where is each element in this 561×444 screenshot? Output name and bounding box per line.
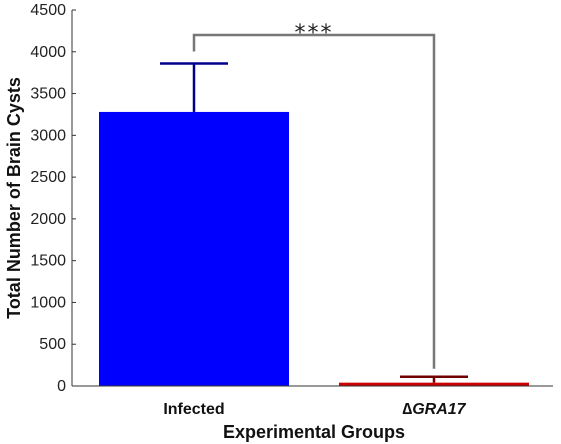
y-tick-label: 1000 bbox=[30, 294, 66, 311]
significance-bracket-line bbox=[192, 33, 436, 369]
bar-infected bbox=[99, 111, 289, 386]
delta-symbol: ∆ bbox=[402, 401, 412, 418]
significance-stars: *** bbox=[295, 21, 334, 46]
y-tick-label: 2000 bbox=[30, 211, 66, 228]
x-tick-label-gra17: ∆GRA17 bbox=[402, 401, 466, 418]
bars bbox=[99, 111, 529, 386]
y-tick-label: 500 bbox=[39, 336, 66, 353]
y-tick-label: 3500 bbox=[30, 86, 66, 103]
y-tick-label: 2500 bbox=[30, 169, 66, 186]
y-tick-label: 0 bbox=[57, 378, 66, 395]
error-bars bbox=[160, 62, 468, 383]
x-tick-label-infected: Infected bbox=[163, 401, 224, 418]
y-tick-label: 1500 bbox=[30, 253, 66, 270]
y-axis-ticks: 0 500 1000 1500 2000 2500 3000 3500 4000 4500 bbox=[30, 2, 76, 395]
y-tick-label: 4500 bbox=[30, 2, 66, 19]
gra17-label: GRA17 bbox=[412, 401, 466, 418]
y-axis-title: Total Number of Brain Cysts bbox=[4, 77, 24, 319]
x-axis-title: Experimental Groups bbox=[223, 422, 405, 442]
y-tick-label: 3000 bbox=[30, 127, 66, 144]
significance-bracket: *** bbox=[192, 21, 436, 369]
bar-gra17 bbox=[339, 382, 529, 386]
y-tick-label: 4000 bbox=[30, 44, 66, 61]
